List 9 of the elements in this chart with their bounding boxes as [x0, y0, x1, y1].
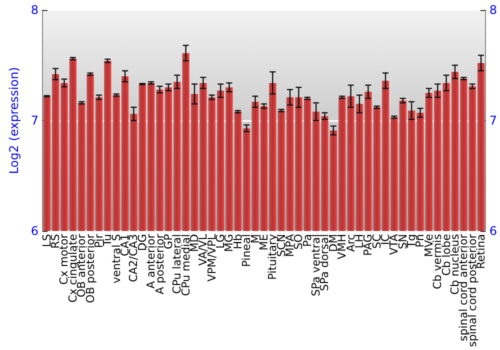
x-tick-label: Pituitary	[266, 234, 280, 280]
y-axis-title: Log2 (expression)	[7, 67, 21, 174]
x-tick-label: Retina	[474, 234, 488, 270]
y2-tick-label: 8	[489, 3, 498, 17]
y-tick-label: 8	[30, 3, 39, 17]
y-tick-label: 7	[30, 114, 39, 128]
y-tick-label: 6	[30, 224, 39, 238]
y2-tick-label: 7	[489, 114, 498, 128]
y2-tick-label: 6	[489, 224, 498, 238]
